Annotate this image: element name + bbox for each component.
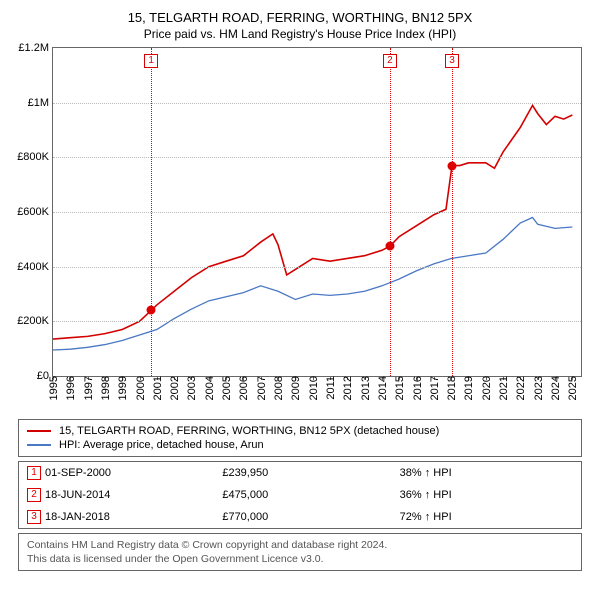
x-axis-label: 2005 [219,376,233,400]
footer-line-1: Contains HM Land Registry data © Crown c… [27,538,573,552]
footer-attribution: Contains HM Land Registry data © Crown c… [18,533,582,571]
transaction-delta: 38% ↑ HPI [400,467,573,479]
x-axis-label: 2002 [167,376,181,400]
x-axis-label: 2021 [496,376,510,400]
y-axis-label: £600K [17,206,53,218]
transaction-delta: 36% ↑ HPI [400,489,573,501]
x-axis-label: 2014 [375,376,389,400]
marker-dot-3 [448,161,457,170]
gridline [53,103,581,104]
x-axis-label: 2018 [444,376,458,400]
transaction-marker: 2 [27,488,41,502]
gridline [53,321,581,322]
marker-box-1: 1 [144,54,158,68]
x-axis-label: 2007 [254,376,268,400]
legend-item: HPI: Average price, detached house, Arun [27,438,573,452]
footer-line-2: This data is licensed under the Open Gov… [27,552,573,566]
x-axis-label: 1995 [46,376,60,400]
x-axis-label: 2000 [133,376,147,400]
marker-dot-2 [385,242,394,251]
x-axis-label: 2023 [531,376,545,400]
x-axis-label: 2020 [479,376,493,400]
x-axis-label: 2015 [392,376,406,400]
x-axis-label: 2004 [202,376,216,400]
x-axis-label: 2008 [271,376,285,400]
legend-label: HPI: Average price, detached house, Arun [59,439,264,451]
marker-dot-1 [147,306,156,315]
x-axis-label: 1996 [63,376,77,400]
marker-box-3: 3 [445,54,459,68]
transaction-delta: 72% ↑ HPI [400,511,573,523]
x-axis-label: 2006 [236,376,250,400]
y-axis-label: £200K [17,315,53,327]
marker-box-2: 2 [383,54,397,68]
y-axis-label: £800K [17,151,53,163]
gridline [53,157,581,158]
transaction-price: £770,000 [222,511,395,523]
transaction-date: 01-SEP-2000 [45,467,218,479]
x-axis-label: 2013 [358,376,372,400]
transaction-date: 18-JUN-2014 [45,489,218,501]
legend-swatch [27,444,51,446]
marker-line-1 [151,48,152,376]
x-axis-label: 2025 [565,376,579,400]
series-hpi [53,217,572,350]
x-axis-label: 2016 [410,376,424,400]
transaction-marker: 3 [27,510,41,524]
chart-subtitle: Price paid vs. HM Land Registry's House … [10,27,590,41]
marker-line-2 [390,48,391,376]
transaction-row: 3 18-JAN-2018 £770,000 72% ↑ HPI [19,506,581,528]
y-axis-label: £1.2M [18,42,53,54]
x-axis-label: 2003 [184,376,198,400]
legend-label: 15, TELGARTH ROAD, FERRING, WORTHING, BN… [59,425,439,437]
transaction-marker: 1 [27,466,41,480]
x-axis-label: 2024 [548,376,562,400]
series-price_paid [53,105,572,339]
marker-line-3 [452,48,453,376]
y-axis-label: £1M [28,97,53,109]
x-axis-label: 2009 [288,376,302,400]
transaction-date: 18-JAN-2018 [45,511,218,523]
chart-title: 15, TELGARTH ROAD, FERRING, WORTHING, BN… [10,10,590,25]
x-axis-label: 1997 [81,376,95,400]
legend-swatch [27,430,51,432]
x-axis-label: 2010 [306,376,320,400]
x-axis-label: 2019 [461,376,475,400]
x-axis-label: 2001 [150,376,164,400]
x-axis-label: 2017 [427,376,441,400]
transaction-row: 1 01-SEP-2000 £239,950 38% ↑ HPI [19,462,581,484]
y-axis-label: £400K [17,261,53,273]
x-axis-label: 1998 [98,376,112,400]
x-axis-label: 2011 [323,376,337,400]
x-axis-label: 2022 [513,376,527,400]
gridline [53,212,581,213]
legend: 15, TELGARTH ROAD, FERRING, WORTHING, BN… [18,419,582,457]
transaction-price: £475,000 [222,489,395,501]
legend-item: 15, TELGARTH ROAD, FERRING, WORTHING, BN… [27,424,573,438]
transactions-table: 1 01-SEP-2000 £239,950 38% ↑ HPI 2 18-JUN-201… [18,461,582,529]
x-axis-label: 1999 [115,376,129,400]
gridline [53,267,581,268]
chart-plot-area: £0£200K£400K£600K£800K£1M£1.2M1995199619… [52,47,582,377]
transaction-row: 2 18-JUN-2014 £475,000 36% ↑ HPI [19,484,581,506]
transaction-price: £239,950 [222,467,395,479]
x-axis-label: 2012 [340,376,354,400]
